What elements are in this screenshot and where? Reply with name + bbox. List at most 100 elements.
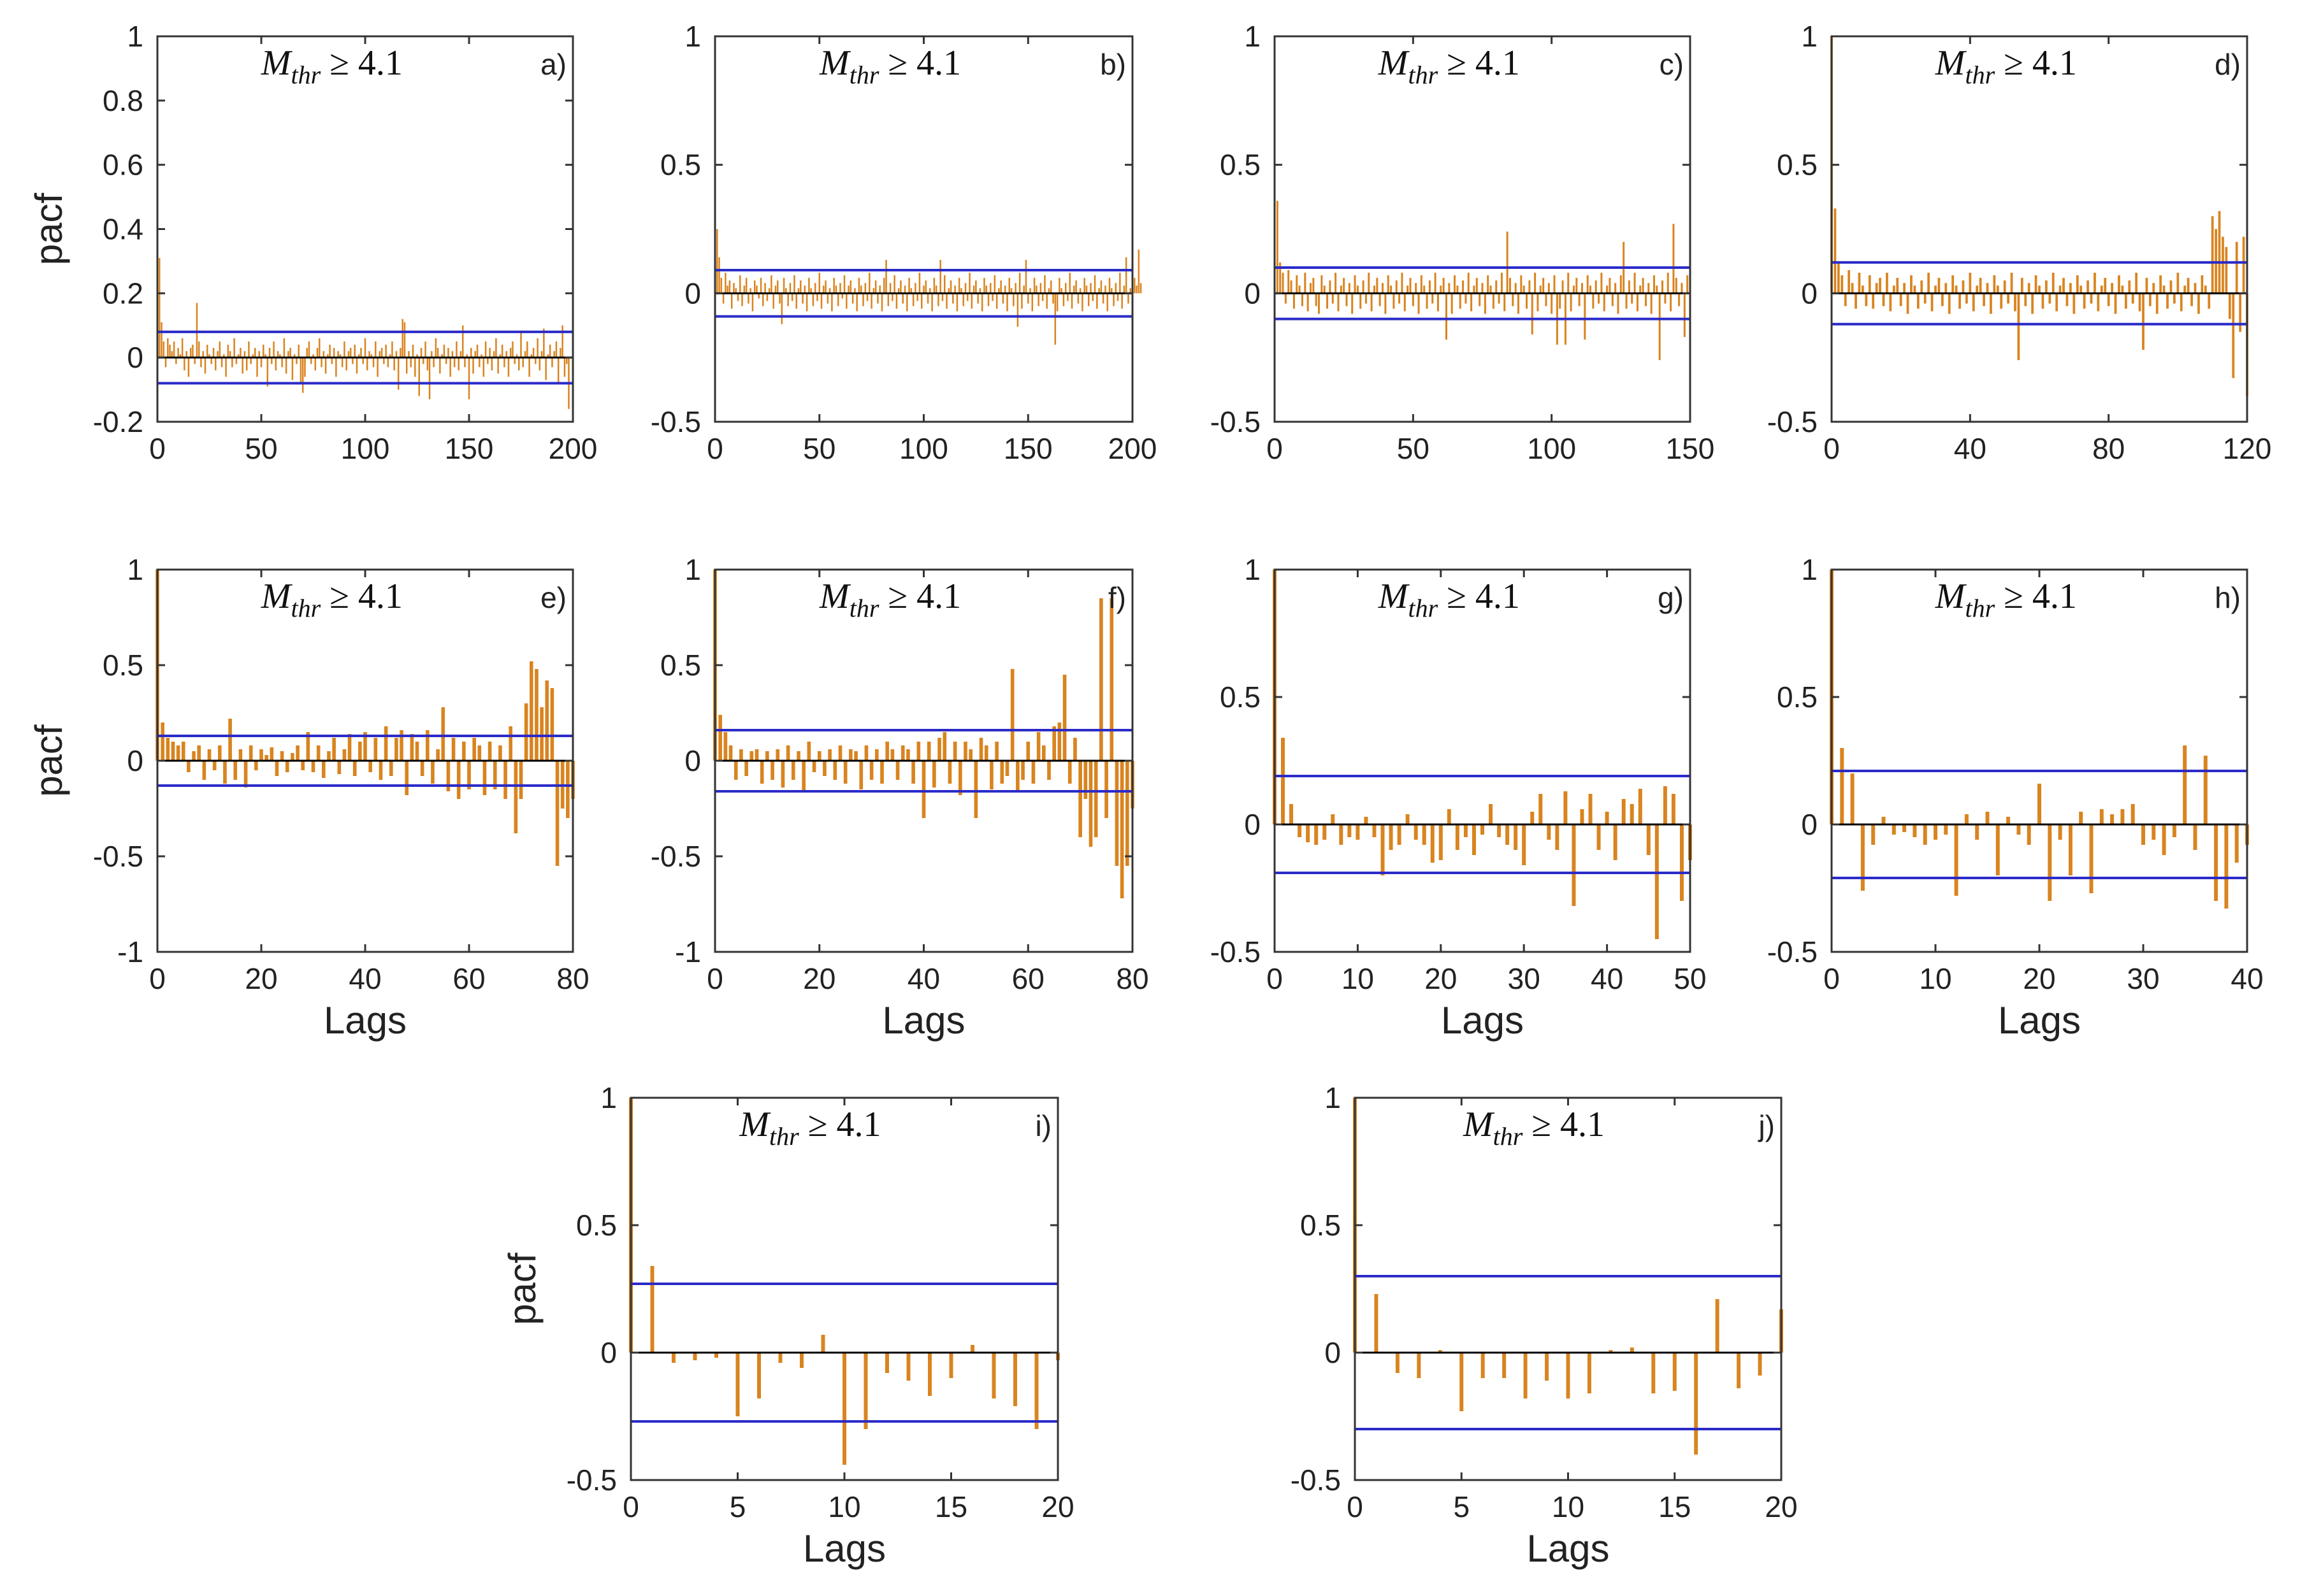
pacf-bar bbox=[349, 348, 352, 358]
pacf-bar bbox=[550, 688, 554, 761]
pacf-bar bbox=[2232, 293, 2235, 378]
pacf-bar bbox=[482, 357, 485, 377]
pacf-bar bbox=[277, 351, 279, 358]
pacf-bar bbox=[331, 357, 333, 364]
pacf-bar bbox=[352, 357, 354, 364]
pacf-bar bbox=[776, 749, 780, 761]
pacf-bar bbox=[1000, 280, 1002, 294]
pacf-bar bbox=[1891, 824, 1896, 835]
panel-label: b) bbox=[1100, 48, 1126, 81]
pacf-bar bbox=[2162, 824, 2166, 855]
pacf-bar bbox=[1289, 804, 1294, 824]
pacf-bar bbox=[1138, 249, 1140, 294]
pacf-bar bbox=[1354, 275, 1356, 294]
y-tick-label: 1 bbox=[1244, 553, 1261, 586]
pacf-bar bbox=[1318, 293, 1320, 314]
pacf-bar bbox=[1050, 280, 1052, 294]
pacf-bar bbox=[446, 761, 451, 791]
pacf-bar bbox=[960, 288, 962, 294]
pacf-bar bbox=[1475, 278, 1478, 294]
pacf-bar bbox=[335, 357, 337, 377]
pacf-bar bbox=[352, 761, 357, 776]
y-tick-label: 1 bbox=[684, 553, 701, 586]
y-tick-label: -0.5 bbox=[651, 405, 701, 438]
pacf-bar bbox=[2083, 293, 2086, 309]
pacf-bar bbox=[2215, 229, 2217, 294]
pacf-bar bbox=[219, 341, 221, 358]
annotation-relation: ≥ 4.1 bbox=[1995, 43, 2077, 83]
pacf-bar bbox=[1129, 288, 1131, 294]
pacf-bar bbox=[401, 319, 403, 358]
x-tick-label: 10 bbox=[1919, 962, 1951, 995]
pacf-bar bbox=[2120, 809, 2125, 824]
pacf-bar bbox=[906, 293, 908, 312]
pacf-bar bbox=[2079, 285, 2083, 294]
pacf-bar bbox=[1064, 283, 1067, 294]
pacf-bar bbox=[273, 341, 275, 358]
pacf-bar bbox=[1002, 293, 1004, 304]
y-tick-label: 0 bbox=[127, 744, 143, 777]
pacf-bar bbox=[851, 293, 854, 304]
pacf-bar bbox=[1362, 280, 1364, 294]
y-tick-label: 0.5 bbox=[1300, 1209, 1341, 1242]
pacf-bar bbox=[1463, 824, 1468, 837]
pacf-bar bbox=[1658, 293, 1661, 361]
pacf-bar bbox=[791, 293, 793, 301]
pacf-bar bbox=[1603, 293, 1605, 312]
pacf-bar bbox=[368, 351, 370, 358]
pacf-bar bbox=[1085, 285, 1088, 294]
pacf-bar bbox=[1412, 293, 1414, 306]
pacf-bar bbox=[479, 357, 481, 368]
pacf-bar bbox=[484, 341, 487, 358]
pacf-bar bbox=[1679, 824, 1684, 901]
pacf-bar bbox=[1392, 293, 1395, 309]
annotation-symbol: M bbox=[1935, 43, 1967, 83]
y-tick-label: -0.5 bbox=[1210, 935, 1261, 968]
pacf-bar bbox=[744, 761, 748, 776]
pacf-bar bbox=[1948, 293, 1951, 314]
x-tick-label: 200 bbox=[549, 432, 598, 465]
pacf-bar bbox=[956, 293, 958, 312]
pacf-bar bbox=[1848, 270, 1851, 294]
panel-label: f) bbox=[1108, 581, 1126, 614]
pacf-bar bbox=[800, 1353, 804, 1368]
y-tick-label: 0 bbox=[684, 277, 701, 310]
pacf-bar bbox=[391, 341, 393, 358]
pacf-bar bbox=[561, 325, 563, 358]
pacf-bar bbox=[540, 707, 544, 761]
pacf-bar bbox=[753, 280, 756, 294]
pacf-bar bbox=[418, 357, 421, 396]
annotation-subscript: thr bbox=[291, 594, 321, 622]
x-tick-label: 0 bbox=[1823, 962, 1840, 995]
pacf-bar bbox=[755, 749, 759, 761]
x-tick-label: 20 bbox=[1765, 1490, 1797, 1523]
pacf-bar bbox=[1322, 824, 1327, 840]
pacf-bar bbox=[1995, 824, 2000, 875]
pacf-bar bbox=[935, 285, 937, 294]
pacf-bar bbox=[806, 293, 808, 312]
pacf-bar bbox=[516, 354, 518, 358]
pacf-bar bbox=[169, 345, 171, 358]
y-tick-label: -0.2 bbox=[93, 405, 143, 438]
pacf-bar bbox=[549, 345, 551, 358]
pacf-bar bbox=[1675, 278, 1677, 294]
pacf-bar bbox=[1944, 824, 1948, 835]
pacf-bar bbox=[215, 357, 217, 371]
pacf-bar bbox=[530, 354, 533, 358]
pacf-bar bbox=[777, 280, 779, 294]
pacf-bar bbox=[566, 761, 570, 818]
pacf-bar bbox=[969, 273, 971, 294]
y-tick-label: 0.5 bbox=[1220, 148, 1261, 182]
pacf-bar bbox=[1986, 283, 1989, 294]
pacf-bar bbox=[1545, 1353, 1549, 1381]
annotation-subscript: thr bbox=[1408, 61, 1438, 89]
pacf-bar bbox=[906, 749, 910, 761]
x-tick-label: 50 bbox=[1674, 962, 1706, 995]
pacf-bar bbox=[1423, 285, 1426, 294]
pacf-bar bbox=[520, 331, 522, 358]
pacf-bar bbox=[301, 357, 304, 393]
y-tick-label: 0 bbox=[1801, 808, 1818, 841]
pacf-bar bbox=[2183, 285, 2187, 294]
pacf-bar bbox=[1125, 257, 1127, 294]
pacf-bar bbox=[497, 357, 499, 374]
